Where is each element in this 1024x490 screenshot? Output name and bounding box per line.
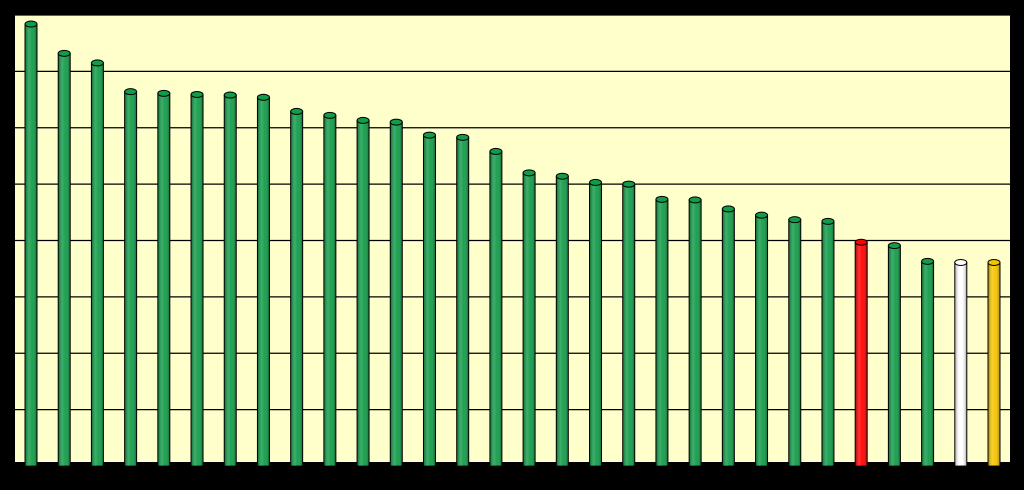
bar-cap (356, 116, 370, 124)
gridlines (15, 14, 1010, 468)
bar-cap (854, 238, 868, 246)
bar-cap (57, 49, 71, 57)
bar-cap (223, 91, 237, 99)
bar-shading (290, 111, 303, 467)
bar-shading (91, 62, 104, 466)
bar-shading (489, 151, 502, 467)
bar-shading (191, 94, 204, 467)
bar-cap (921, 257, 935, 265)
bar-shading (25, 24, 37, 467)
bar-cap (90, 59, 104, 67)
bar-shading (124, 91, 137, 467)
bar (721, 205, 735, 467)
bar-cap (688, 196, 702, 204)
bar-shading (456, 137, 469, 467)
bar (356, 116, 370, 467)
bar-cap (755, 211, 769, 219)
bar-shading (622, 184, 635, 466)
bar (688, 196, 702, 467)
bar-shading (888, 245, 901, 466)
bar-shading (523, 172, 536, 466)
bar (256, 93, 270, 467)
bar-shading (655, 199, 668, 466)
bar (422, 131, 436, 467)
bar-cap (887, 242, 901, 250)
bar-cap (157, 89, 171, 97)
bar (755, 211, 769, 467)
bar (954, 258, 968, 467)
bar (522, 169, 536, 467)
bar-cap (622, 180, 636, 188)
bar (223, 91, 237, 467)
bar (622, 180, 636, 467)
bar-cap (954, 258, 968, 266)
bar (589, 178, 603, 467)
bar-cap (589, 178, 603, 186)
bar (389, 118, 403, 467)
bar (157, 89, 171, 467)
bar (323, 111, 337, 467)
bar (489, 147, 503, 467)
bar-cap (489, 147, 503, 155)
bar (456, 133, 470, 467)
bar-cap (821, 217, 835, 225)
chart-floor (15, 462, 1010, 468)
bar (987, 258, 1001, 467)
bar-shading (821, 221, 834, 466)
bar-shading (722, 208, 735, 466)
bar (290, 107, 304, 467)
bar-shading (988, 262, 1000, 466)
bar (190, 90, 204, 467)
bar (788, 216, 802, 467)
bar (921, 257, 935, 467)
bar-cap (24, 20, 38, 28)
bar-cap (256, 93, 270, 101)
bar-shading (755, 215, 768, 466)
bar-cap (422, 131, 436, 139)
bar-cap (555, 172, 569, 180)
bar-shading (589, 182, 602, 466)
bar-shading (390, 122, 403, 467)
bar (887, 242, 901, 467)
bar-cap (190, 90, 204, 98)
bar-cap (456, 133, 470, 141)
bar-cap (788, 216, 802, 224)
bar-cap (987, 258, 1001, 266)
bar-cap (721, 205, 735, 213)
bar-shading (257, 97, 270, 467)
bar-shading (357, 120, 370, 466)
bar-shading (323, 115, 336, 466)
bar-shading (58, 53, 71, 467)
bar-shading (855, 242, 868, 466)
bar-cap (290, 107, 304, 115)
bar (655, 195, 669, 467)
bar (24, 20, 38, 467)
bar-shading (788, 219, 801, 466)
bar-shading (423, 135, 436, 467)
bar (90, 59, 104, 467)
bar-cap (124, 88, 138, 96)
bar-shading (157, 93, 170, 466)
bar-cap (323, 111, 337, 119)
bar-shading (921, 261, 934, 466)
bar-shading (556, 176, 569, 467)
bar (854, 238, 868, 467)
bars (24, 20, 1001, 467)
bar (821, 217, 835, 467)
bar (555, 172, 569, 467)
bar (57, 49, 71, 467)
bar-cap (522, 169, 536, 177)
bar-cap (389, 118, 403, 126)
bar-cap (655, 195, 669, 203)
bar-shading (224, 95, 237, 467)
bar-shading (954, 262, 967, 466)
bar (124, 88, 138, 467)
bar-shading (689, 199, 702, 466)
